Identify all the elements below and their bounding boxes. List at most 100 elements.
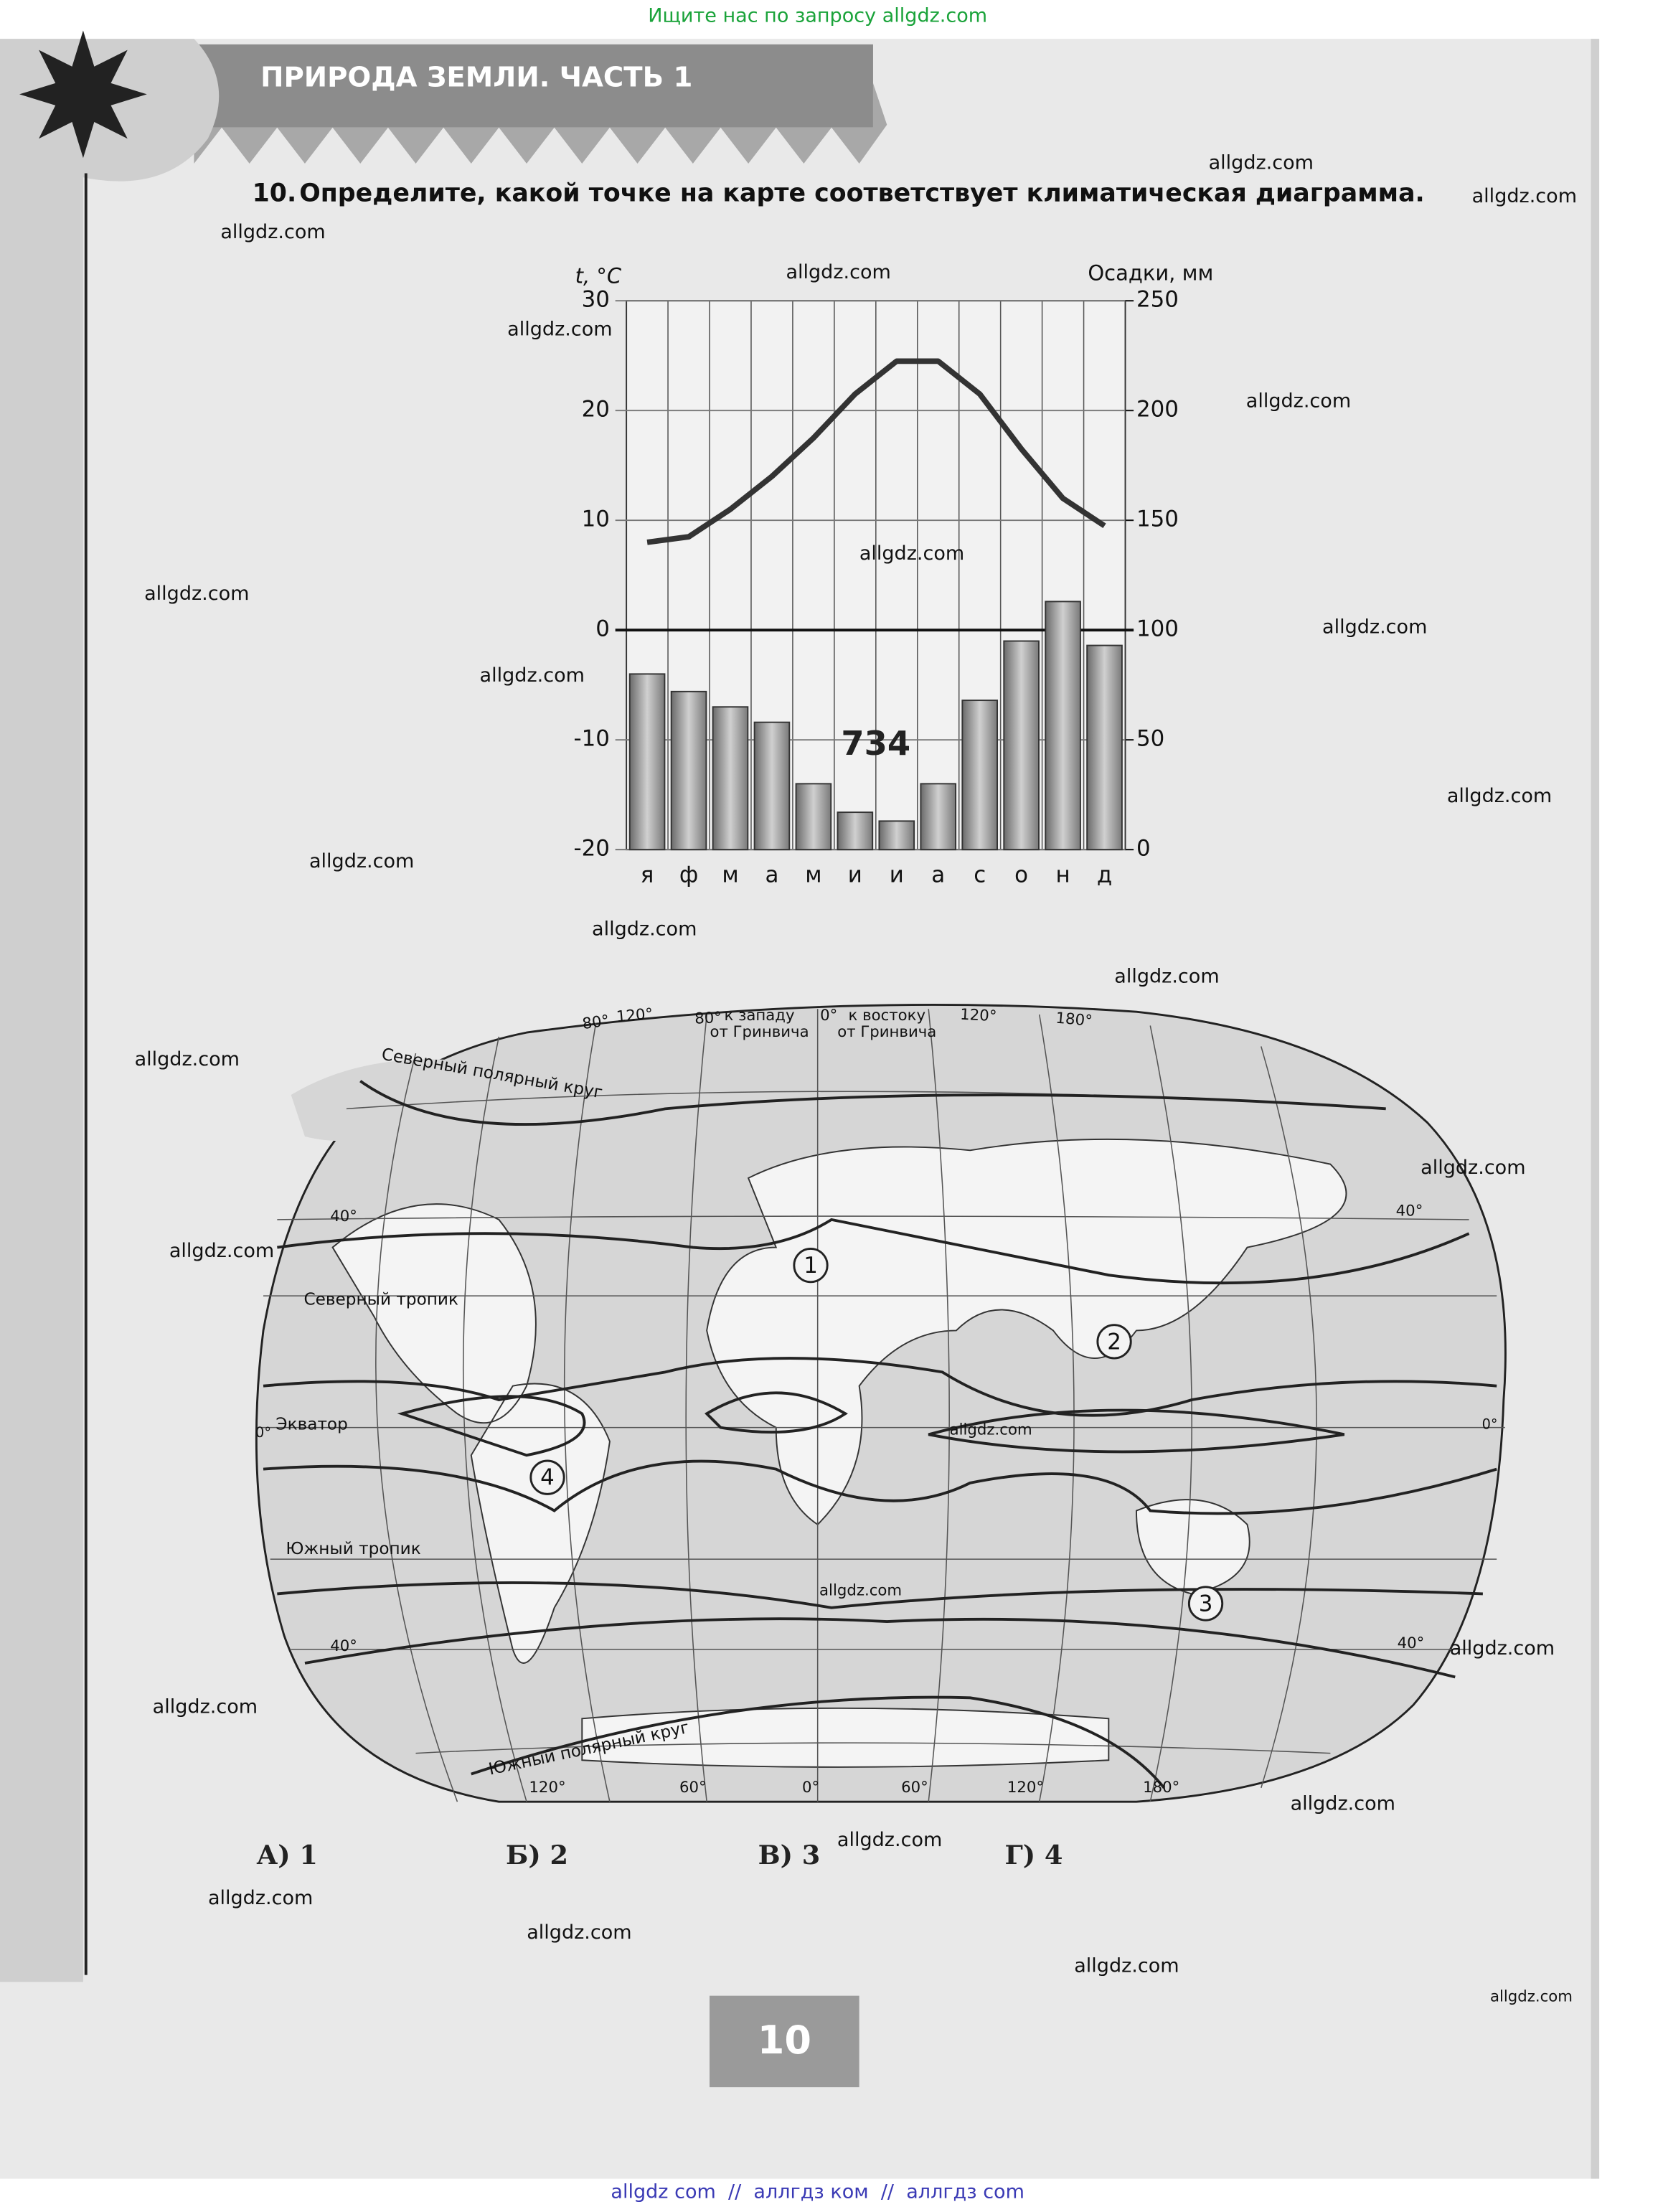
precipitation-bar (837, 811, 874, 851)
month-label: о (1014, 862, 1028, 888)
y2-tick-label: 200 (1136, 397, 1179, 423)
watermark: allgdz.com (1209, 151, 1314, 174)
map-label: Северный тропик (303, 1289, 458, 1309)
month-label: с (974, 862, 986, 888)
watermark: allgdz.com (1490, 1988, 1573, 2006)
watermark: allgdz.com (1291, 1793, 1395, 1815)
map-label: 0° (255, 1424, 271, 1441)
precipitation-bar (1086, 644, 1123, 851)
watermark: allgdz.com (859, 542, 964, 565)
precipitation-bar (961, 700, 998, 851)
map-label: 120° (1007, 1779, 1044, 1797)
header-title: ПРИРОДА ЗЕМЛИ. ЧАСТЬ 1 (260, 62, 692, 94)
watermark: allgdz.com (527, 1921, 631, 1944)
map-label: 180° (1143, 1779, 1179, 1797)
y2-tick-label: 0 (1136, 836, 1151, 862)
answer-option: А) 1 (256, 1840, 318, 1870)
precipitation-bar (878, 820, 915, 851)
map-point-circle (1187, 1586, 1224, 1622)
map-point-label: 4 (540, 1465, 555, 1491)
watermark: allgdz.com (208, 1887, 313, 1909)
month-label: я (641, 862, 654, 888)
temperature-line (646, 358, 1106, 545)
y2-tick-label: 100 (1136, 616, 1179, 642)
watermark: allgdz.com (1322, 616, 1427, 639)
climate-diagram: -20 -10 0 10 20 30 0 50 100 150 200 250 t, °C Осадки,… (573, 261, 1213, 888)
watermark: allgdz.com (135, 1048, 240, 1070)
map-point-label: 1 (804, 1253, 818, 1279)
month-label: а (931, 862, 945, 888)
watermark: allgdz.com (950, 1421, 1032, 1439)
watermark: allgdz.com (1074, 1955, 1179, 1977)
map-label: к западу (725, 1007, 795, 1025)
graticule (260, 1009, 1505, 1802)
y-tick-label: 20 (582, 397, 610, 423)
map-label: 60° (679, 1779, 707, 1797)
precipitation-bar (1003, 640, 1040, 851)
precipitation-bar (795, 783, 832, 851)
page-number-box (710, 1995, 859, 2088)
map-label: 0° (820, 1007, 837, 1025)
watermark: allgdz.com (480, 664, 585, 687)
watermark: allgdz.com (1114, 965, 1219, 987)
map-label: 40° (330, 1208, 357, 1225)
precipitation-bar (920, 783, 957, 851)
precipitation-bar (628, 673, 666, 851)
side-band (0, 39, 220, 1982)
map-label: 120° (616, 1005, 654, 1026)
y-tick-label: -10 (573, 726, 609, 752)
top-banner: Ищите нас по запросу allgdz.com (648, 5, 987, 27)
watermark: allgdz.com (144, 583, 249, 605)
watermark: allgdz.com (819, 1582, 902, 1600)
map-label: от Гринвича (837, 1023, 936, 1041)
precipitation-bar (712, 706, 749, 851)
annual-precipitation: 734 (841, 724, 910, 763)
month-label: н (1055, 862, 1070, 888)
watermarks: allgdz.com allgdz.com allgdz.com allgdz.com… (135, 151, 1577, 2005)
map-point-label: 2 (1107, 1329, 1121, 1355)
map-label: 180° (1055, 1009, 1093, 1030)
map-label: 0° (1482, 1416, 1498, 1432)
watermark: allgdz.com (309, 850, 414, 872)
precipitation-bar (1045, 601, 1081, 851)
month-label: м (722, 862, 738, 888)
month-label: а (765, 862, 778, 888)
map-point-label: 3 (1199, 1591, 1213, 1616)
header-zigzag (194, 83, 887, 164)
paper-edge (1591, 39, 1600, 2179)
y-tick-label: 0 (595, 616, 610, 642)
month-label: м (805, 862, 821, 888)
map-point-circle (1096, 1324, 1132, 1360)
y-tick-label: 30 (582, 287, 610, 313)
watermark: allgdz.com (220, 221, 325, 243)
answer-option: В) 3 (758, 1840, 821, 1870)
month-label: д (1097, 862, 1112, 888)
month-label: и (848, 862, 862, 888)
watermark: allgdz.com (153, 1695, 258, 1718)
month-label: ф (679, 862, 698, 888)
map-label: 60° (901, 1779, 928, 1797)
map-label: 40° (1396, 1202, 1423, 1220)
map-label: от Гринвича (710, 1023, 809, 1041)
map-label: 40° (330, 1637, 357, 1655)
watermark: allgdz.com (1421, 1157, 1525, 1179)
map-label: 40° (1398, 1634, 1425, 1652)
watermark: allgdz.com (1450, 1637, 1555, 1660)
question-text: Определите, какой точке на карте соответ… (299, 179, 1425, 207)
y-axis-label: t, °C (575, 263, 622, 288)
question-number: 10. (253, 179, 297, 207)
answer-option: Г) 4 (1004, 1840, 1063, 1870)
y2-tick-label: 250 (1136, 287, 1179, 313)
precipitation-bar (753, 721, 791, 851)
precipitation-bar (670, 690, 707, 851)
map-label: 120° (960, 1006, 997, 1026)
watermark: allgdz.com (507, 318, 612, 340)
map-point-circle (793, 1248, 829, 1284)
answer-option: Б) 2 (506, 1840, 568, 1870)
y2-tick-label: 50 (1136, 726, 1164, 752)
map-overhang (291, 1059, 476, 1142)
map-label: 120° (529, 1779, 565, 1797)
map-label: 80° (694, 1009, 722, 1028)
